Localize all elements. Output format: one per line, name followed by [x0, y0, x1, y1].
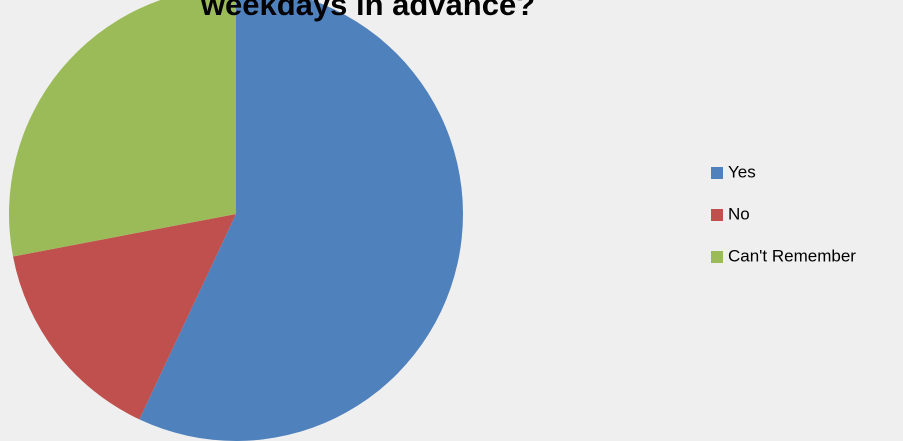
legend-label: No [728, 204, 750, 223]
chart-title: weekdays in advance? [200, 0, 535, 22]
legend-swatch [711, 209, 723, 221]
pie-slice [9, 0, 236, 257]
pie [9, 0, 463, 441]
pie-slice [13, 214, 236, 420]
legend-swatch [711, 167, 723, 179]
legend-label: Can't Remember [728, 246, 856, 265]
legend-swatch [711, 251, 723, 263]
legend: Yes No Can't Remember [711, 162, 856, 265]
legend-label: Yes [728, 162, 756, 181]
pie-slice [139, 0, 463, 441]
